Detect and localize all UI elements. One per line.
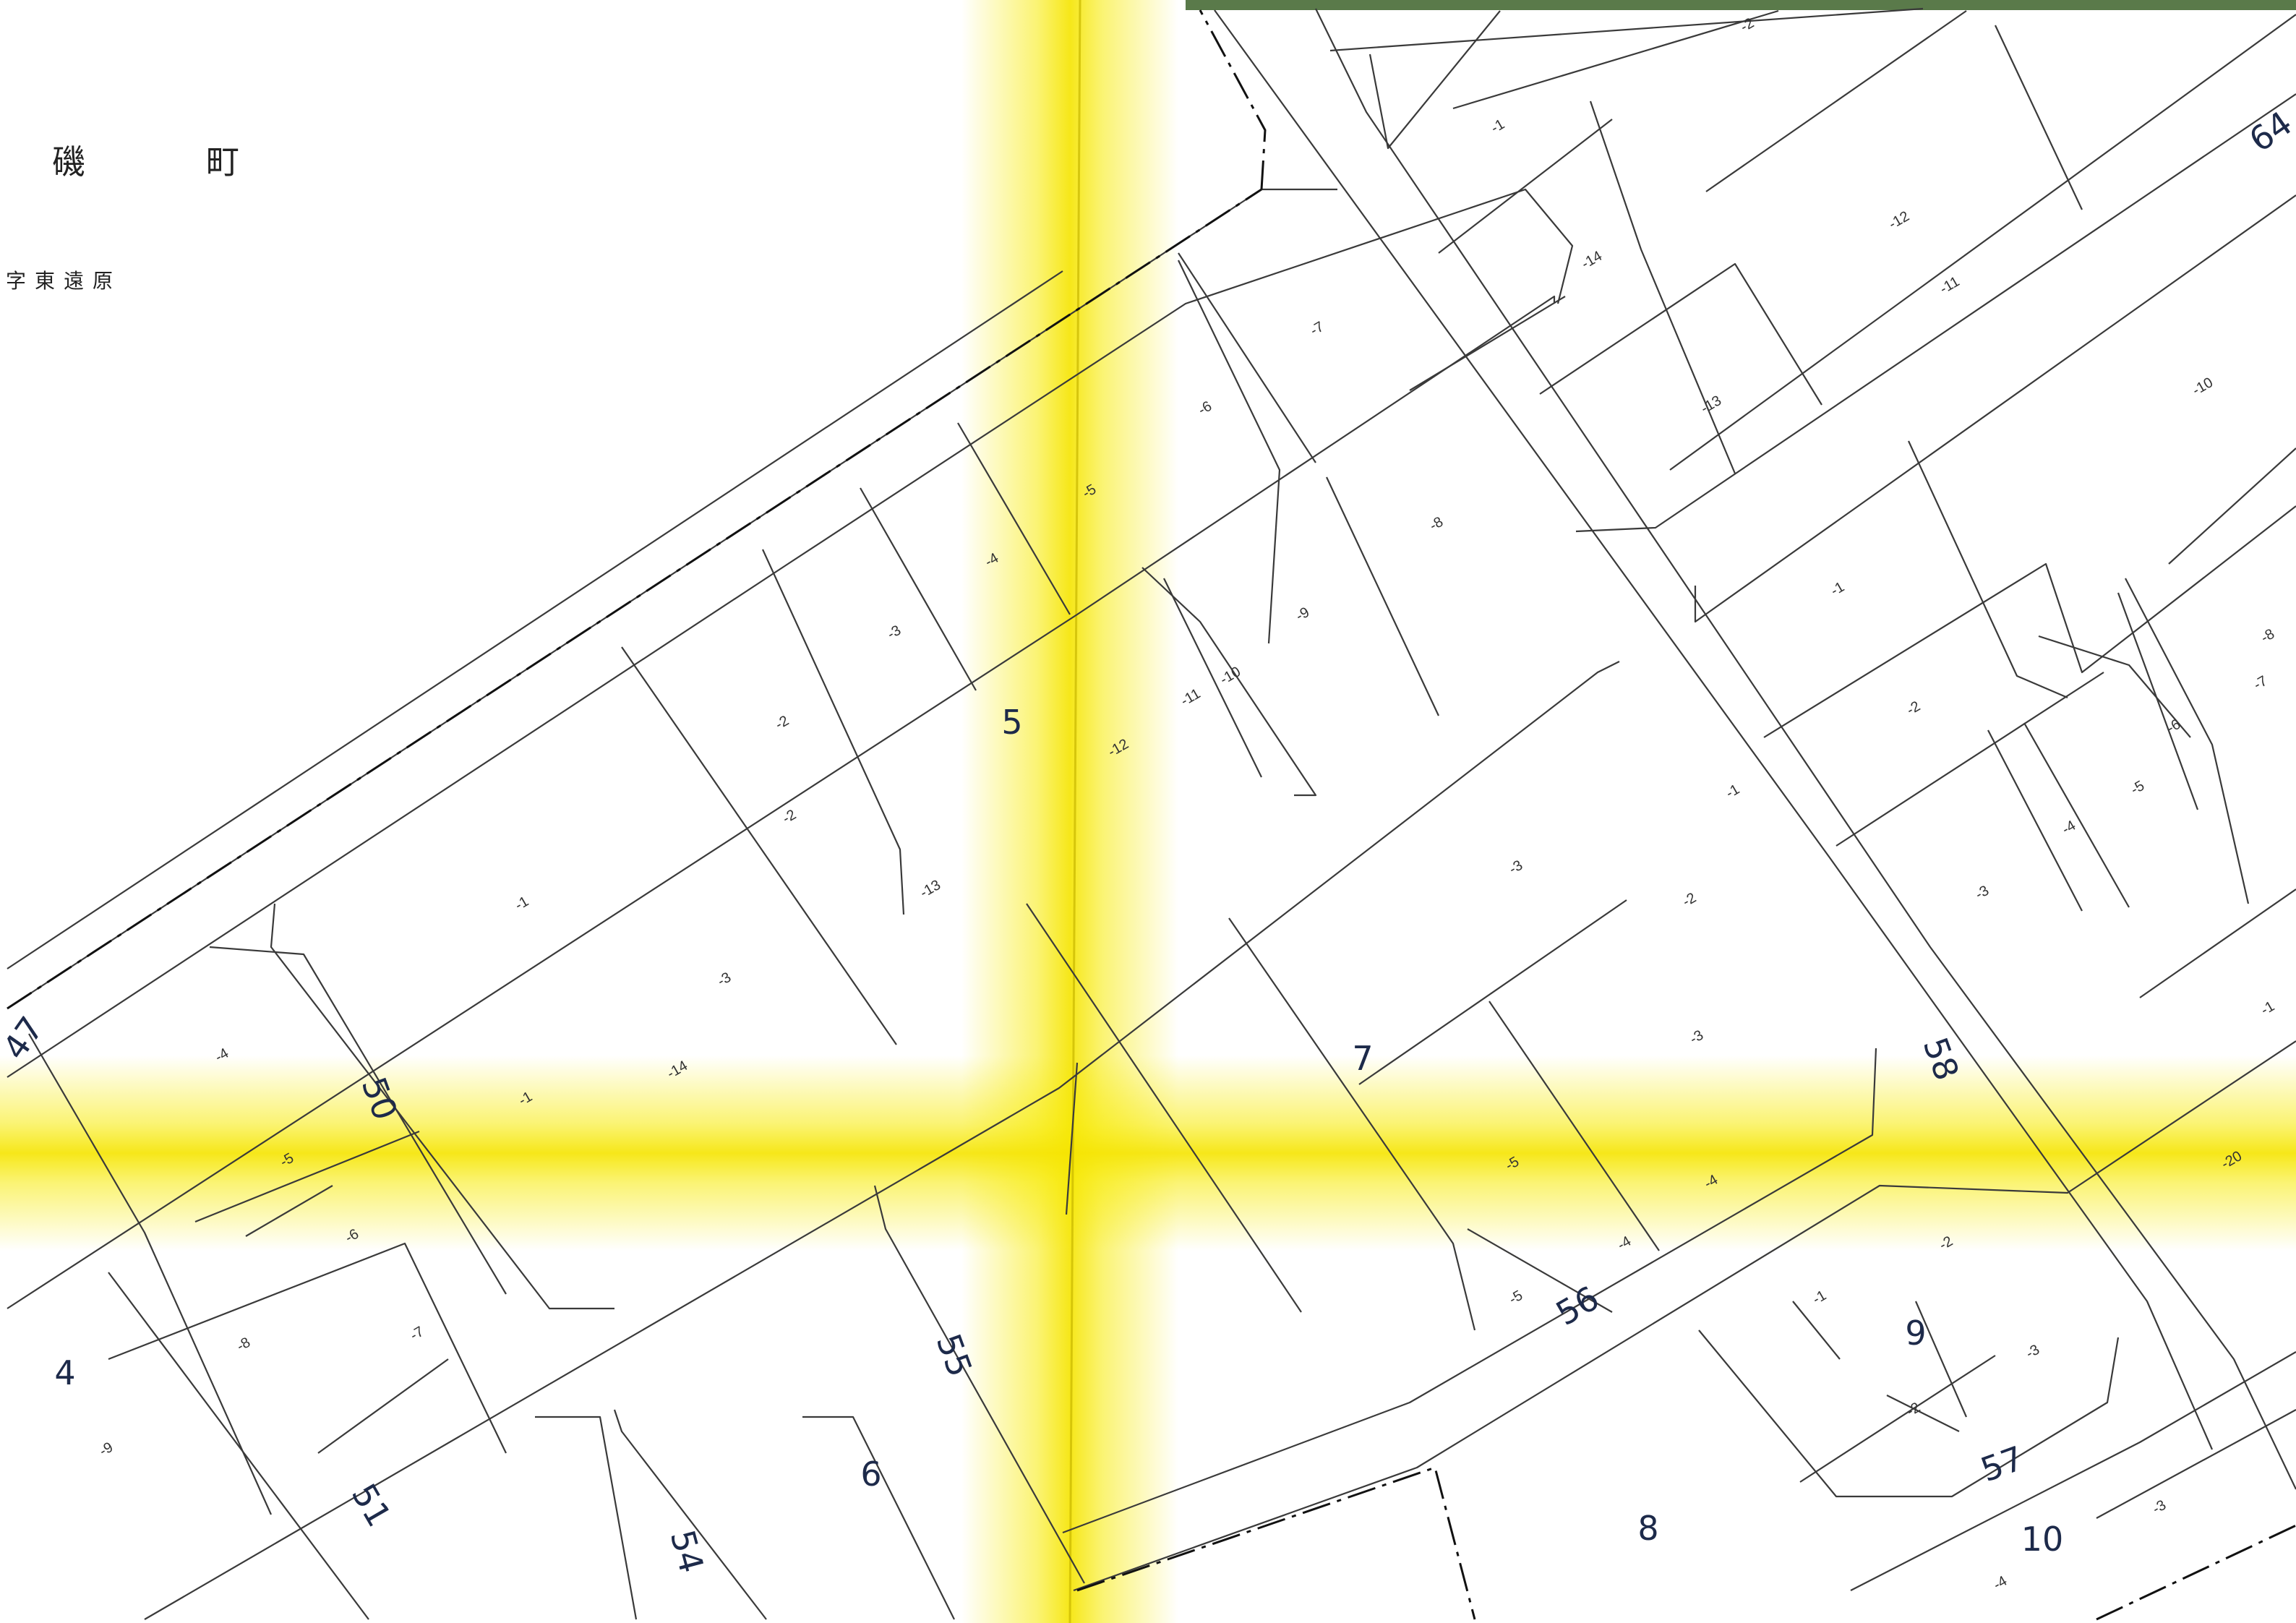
place-name: 磯 町 字東遠原 bbox=[6, 142, 239, 293]
block-number: 9 bbox=[1905, 1314, 1926, 1353]
block-number: 5 bbox=[1001, 703, 1022, 742]
block-numbers: 4 5 6 7 8 9 10 bbox=[54, 703, 2063, 1559]
block-number: 10 bbox=[2021, 1520, 2064, 1559]
top-edge bbox=[1186, 0, 2296, 10]
district-name: 字東遠原 bbox=[6, 269, 121, 293]
place-name-part1: 磯 bbox=[52, 142, 85, 181]
block-number: 4 bbox=[54, 1353, 75, 1392]
block-number: 6 bbox=[860, 1455, 881, 1494]
municipal-boundary bbox=[7, 9, 2296, 1621]
block-number: 8 bbox=[1637, 1509, 1658, 1548]
block-number: 7 bbox=[1352, 1039, 1373, 1078]
place-name-part2: 町 bbox=[206, 142, 239, 181]
